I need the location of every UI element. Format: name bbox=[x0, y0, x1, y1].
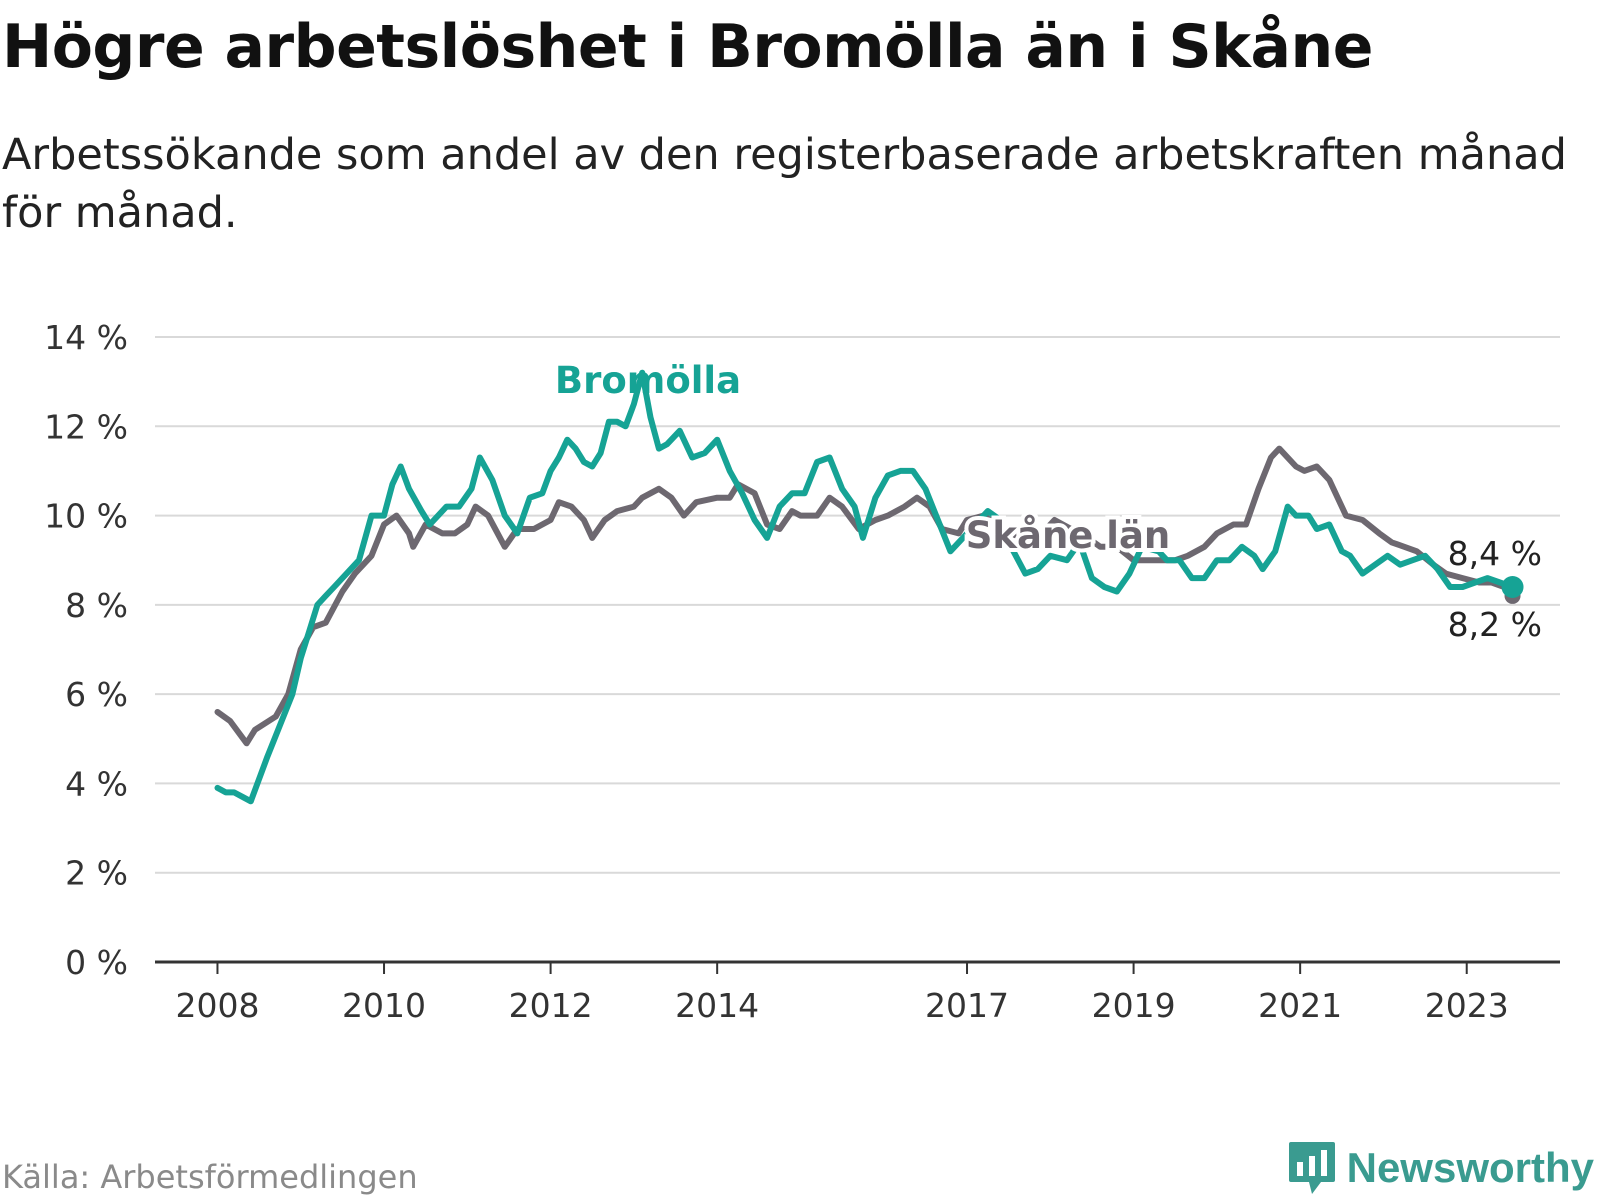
y-tick-label: 6 % bbox=[65, 675, 128, 714]
series-line-skane bbox=[214, 445, 1516, 747]
x-tick-label: 2012 bbox=[509, 986, 593, 1025]
newsworthy-logo: Newsworthy bbox=[1287, 1140, 1594, 1196]
x-tick-label: 2010 bbox=[342, 986, 426, 1025]
x-tick-label: 2014 bbox=[675, 986, 759, 1025]
chart-title: Högre arbetslöshet i Bromölla än i Skåne bbox=[2, 12, 1373, 82]
y-tick-label: 0 % bbox=[65, 943, 128, 982]
series-label-skane: Skåne län bbox=[966, 514, 1171, 557]
y-tick-label: 12 % bbox=[44, 407, 128, 446]
x-tick-label: 2021 bbox=[1258, 986, 1342, 1025]
y-tick-label: 4 % bbox=[65, 764, 128, 803]
end-value-label-skane: 8,2 % bbox=[1448, 605, 1542, 644]
y-tick-label: 10 % bbox=[44, 497, 128, 536]
series-label-bromolla: Bromölla bbox=[555, 359, 741, 402]
x-tick-label: 2017 bbox=[925, 986, 1009, 1025]
y-tick-label: 2 % bbox=[65, 854, 128, 893]
bar-chart-icon bbox=[1288, 1142, 1335, 1194]
x-tick-label: 2019 bbox=[1092, 986, 1176, 1025]
end-value-label-bromolla: 8,4 % bbox=[1448, 534, 1542, 573]
y-tick-label: 8 % bbox=[65, 586, 128, 625]
brand-name: Newsworthy bbox=[1346, 1144, 1594, 1191]
chart-subtitle: Arbetssökande som andel av den registerb… bbox=[2, 130, 1567, 238]
end-marker-bromolla bbox=[1501, 576, 1524, 598]
x-tick-label: 2008 bbox=[175, 986, 259, 1025]
source-note: Källa: Arbetsförmedlingen bbox=[2, 1158, 418, 1196]
y-tick-label: 14 % bbox=[44, 318, 128, 357]
series-line-bromolla bbox=[214, 369, 1516, 805]
x-tick-label: 2023 bbox=[1425, 986, 1509, 1025]
